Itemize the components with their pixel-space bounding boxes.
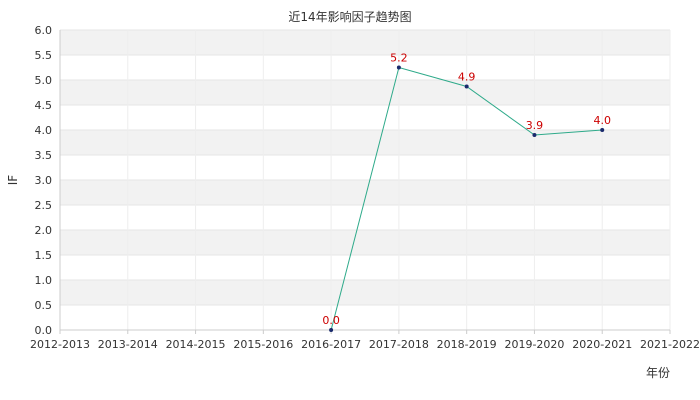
grid-band: [60, 30, 670, 55]
grid-band: [60, 130, 670, 155]
grid-band: [60, 180, 670, 205]
x-tick-label: 2012-2013: [30, 338, 90, 351]
y-tick-label: 4.0: [35, 124, 53, 137]
y-tick-label: 3.5: [35, 149, 53, 162]
data-label: 5.2: [390, 52, 408, 65]
data-label: 4.0: [593, 114, 611, 127]
grid-band: [60, 230, 670, 255]
y-tick-label: 0.5: [35, 299, 53, 312]
x-tick-label: 2017-2018: [369, 338, 429, 351]
x-tick-label: 2019-2020: [504, 338, 564, 351]
data-point: [600, 128, 605, 132]
data-label: 3.9: [526, 119, 544, 132]
y-tick-label: 3.0: [35, 174, 53, 187]
data-point: [396, 65, 401, 70]
data-label: 0.0: [322, 314, 340, 327]
chart-title: 近14年影响因子趋势图: [288, 10, 412, 24]
x-tick-label: 2015-2016: [233, 338, 293, 351]
x-tick-label: 2016-2017: [301, 338, 361, 351]
data-point: [532, 133, 537, 137]
y-tick-label: 2.5: [35, 199, 53, 212]
x-tick-label: 2020-2021: [572, 338, 632, 351]
x-tick-label: 2021-2022: [640, 338, 700, 351]
y-tick-label: 2.0: [35, 224, 53, 237]
data-point: [464, 84, 469, 89]
y-tick-label: 0.0: [35, 324, 53, 337]
y-tick-label: 5.0: [35, 74, 53, 87]
grid-band: [60, 280, 670, 305]
y-tick-label: 6.0: [35, 24, 53, 37]
y-tick-label: 4.5: [35, 99, 53, 112]
x-axis-label: 年份: [645, 366, 670, 380]
data-point: [329, 328, 334, 332]
x-tick-label: 2018-2019: [437, 338, 497, 351]
data-label: 4.9: [458, 71, 476, 84]
grid-band: [60, 80, 670, 105]
x-tick-label: 2014-2015: [166, 338, 226, 351]
y-tick-label: 1.5: [35, 249, 53, 262]
x-tick-label: 2013-2014: [98, 338, 158, 351]
y-tick-label: 1.0: [35, 274, 53, 287]
y-tick-label: 5.5: [35, 49, 53, 62]
